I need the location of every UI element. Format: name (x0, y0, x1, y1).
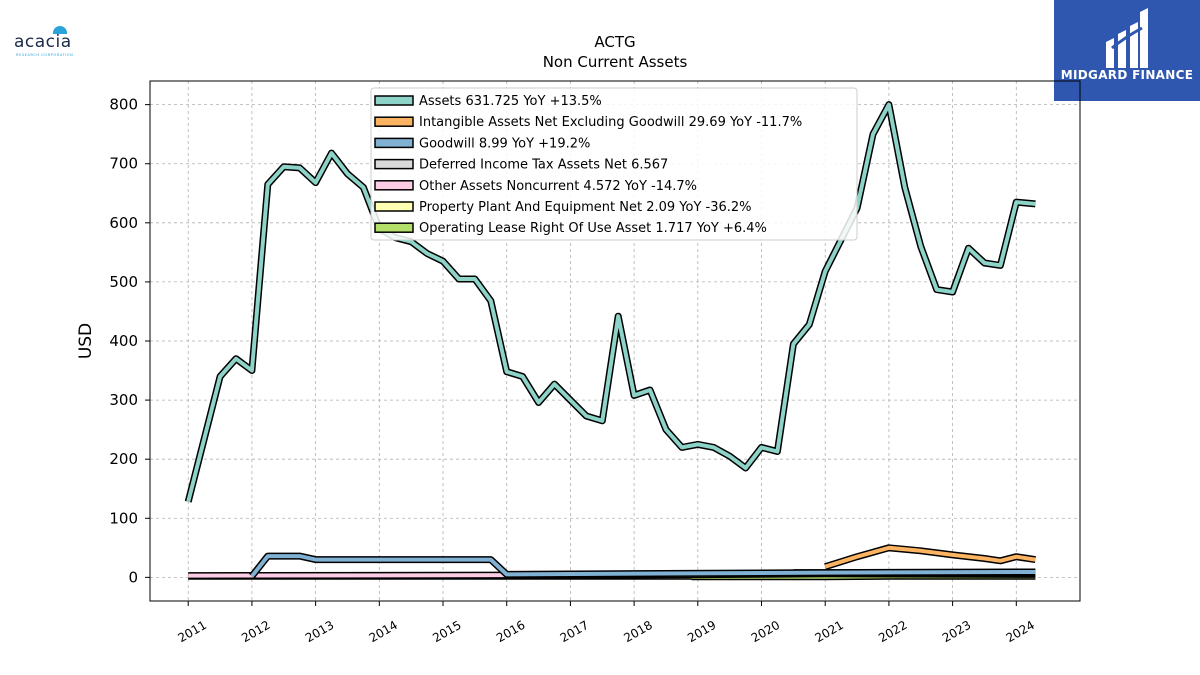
y-tick-label: 800 (109, 96, 138, 114)
legend-swatch (374, 180, 414, 191)
y-tick-label: 300 (109, 391, 138, 409)
legend-label: Deferred Income Tax Assets Net 6.567 (419, 158, 668, 173)
chart-title: ACTG (594, 33, 635, 51)
midgard-mark-icon (1106, 8, 1148, 68)
acacia-logo-sub: RESEARCH CORPORATION (16, 53, 74, 57)
y-tick-label: 400 (109, 332, 138, 350)
x-tick-label: 2014 (367, 618, 400, 645)
x-tick-label: 2022 (876, 618, 909, 645)
x-tick-label: 2016 (494, 618, 527, 645)
x-axis: 2011 2012 2013 2014 2015 2016 2017 2018 2019 2020… (175, 601, 1037, 645)
legend-label: Assets 631.725 YoY +13.5% (419, 94, 602, 109)
legend-label: Goodwill 8.99 YoY +19.2% (419, 136, 590, 151)
y-tick-label: 0 (128, 568, 138, 586)
legend-item: Operating Lease Right Of Use Asset 1.717… (374, 221, 767, 236)
y-tick-label: 500 (109, 273, 138, 291)
series-stroke (250, 554, 1036, 578)
series-line (184, 101, 1036, 503)
legend: Assets 631.725 YoY +13.5% Intangible Asse… (370, 87, 858, 241)
legend-label: Other Assets Noncurrent 4.572 YoY -14.7% (419, 179, 697, 194)
legend-swatch (374, 95, 414, 106)
logo-arc-icon (53, 26, 67, 34)
legend-label: Property Plant And Equipment Net 2.09 Yo… (419, 200, 752, 215)
acacia-logo-word: acacia (14, 32, 72, 52)
legend-swatch (374, 201, 414, 212)
legend-item: Deferred Income Tax Assets Net 6.567 (374, 158, 668, 173)
series-stroke (186, 102, 1036, 503)
acacia-logo: acacia RESEARCH CORPORATION (12, 26, 82, 58)
legend-swatch (374, 222, 414, 233)
y-tick-label: 200 (109, 450, 138, 468)
legend-item: Assets 631.725 YoY +13.5% (374, 94, 602, 109)
series-stroke (824, 545, 1036, 569)
legend-swatch (374, 158, 414, 170)
legend-item: Property Plant And Equipment Net 2.09 Yo… (374, 200, 752, 215)
y-tick-label: 600 (109, 214, 138, 232)
midgard-logo-text: MIDGARD FINANCE (1060, 68, 1194, 82)
legend-label: Intangible Assets Net Excluding Goodwill… (419, 115, 802, 130)
x-tick-label: 2024 (1004, 618, 1037, 645)
series-line (249, 552, 1036, 579)
x-tick-label: 2019 (685, 618, 718, 645)
legend-box (370, 87, 858, 241)
legend-item: Other Assets Noncurrent 4.572 YoY -14.7% (374, 179, 697, 194)
y-axis: 0 100 200 300 400 500 600 700 800 (109, 96, 150, 586)
legend-swatch (374, 116, 414, 127)
y-tick-label: 100 (109, 509, 138, 527)
series-line (824, 544, 1036, 571)
legend-item: Intangible Assets Net Excluding Goodwill… (374, 115, 802, 130)
x-tick-label: 2021 (812, 618, 845, 645)
midgard-finance-logo: MIDGARD FINANCE (1054, 0, 1200, 101)
y-axis-label: USD (76, 323, 96, 359)
series-layer (184, 101, 1036, 581)
x-tick-label: 2011 (175, 618, 208, 645)
legend-item: Goodwill 8.99 YoY +19.2% (374, 136, 590, 151)
x-tick-label: 2023 (940, 618, 973, 645)
x-tick-label: 2015 (430, 618, 463, 645)
x-tick-label: 2018 (621, 618, 654, 645)
y-tick-label: 700 (109, 155, 138, 173)
x-tick-label: 2012 (239, 618, 272, 645)
legend-label: Operating Lease Right Of Use Asset 1.717… (419, 221, 767, 236)
x-tick-label: 2013 (303, 618, 336, 645)
legend-swatch (374, 137, 414, 149)
x-tick-label: 2017 (558, 618, 591, 645)
x-tick-label: 2020 (749, 618, 782, 645)
chart-subtitle: Non Current Assets (543, 53, 688, 71)
